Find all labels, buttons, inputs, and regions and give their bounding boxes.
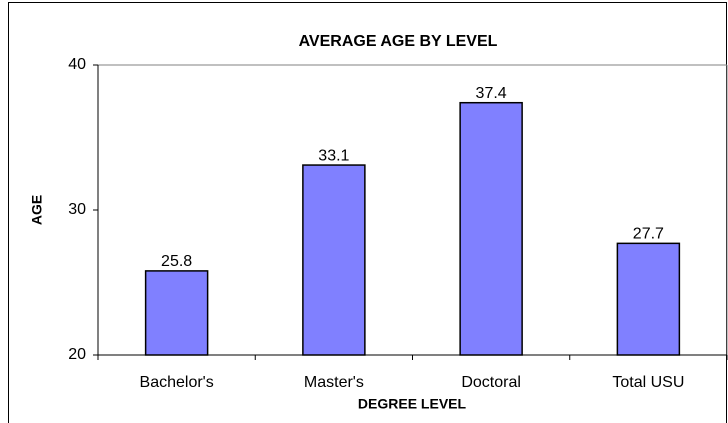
chart-title: AVERAGE AGE BY LEVEL	[299, 33, 498, 50]
y-tick-label: 30	[68, 201, 86, 218]
data-label: 27.7	[633, 226, 664, 243]
y-tick-label: 20	[68, 346, 86, 363]
bar	[302, 164, 366, 356]
x-tick-label: Total USU	[612, 374, 684, 391]
bar	[459, 101, 523, 356]
x-axis-title: DEGREE LEVEL	[358, 396, 467, 412]
y-tick-label: 40	[68, 56, 86, 73]
data-label: 33.1	[318, 147, 349, 164]
data-label: 37.4	[476, 85, 507, 102]
x-tick-label: Bachelor's	[140, 374, 214, 391]
bar	[616, 242, 681, 356]
y-axis-title: AGE	[29, 195, 45, 225]
x-tick-label: Doctoral	[461, 374, 521, 391]
bar	[144, 270, 209, 356]
data-label: 25.8	[161, 253, 192, 270]
x-tick-label: Master's	[304, 374, 364, 391]
chart-border	[8, 2, 727, 423]
